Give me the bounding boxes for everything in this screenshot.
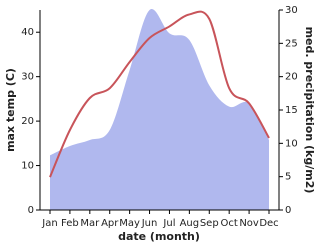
- y-tick-label: 10: [21, 161, 34, 172]
- y2-axis-title: med. precipitation (kg/m2): [303, 27, 316, 194]
- line: [49, 10, 270, 178]
- y2-tick-label: 5: [285, 172, 291, 183]
- x-tick-label: Oct: [221, 218, 238, 229]
- y2-tick-label: 25: [285, 38, 298, 49]
- y-tick-label: 20: [21, 116, 34, 127]
- x-tick-label: Dec: [259, 218, 278, 229]
- y2-tick-label: 30: [285, 5, 298, 16]
- x-axis-title: date (month): [118, 230, 200, 243]
- x-tick-label: Jan: [41, 218, 57, 229]
- x-tick-label: Aug: [180, 218, 200, 229]
- x-tick-label: May: [119, 218, 140, 229]
- x-tick-label: Jul: [162, 218, 175, 229]
- y2-tick-label: 15: [285, 105, 298, 116]
- y-tick-label: 30: [21, 72, 34, 83]
- x-tick-label: Apr: [101, 218, 119, 229]
- x-tick-label: Jun: [141, 218, 158, 229]
- x-tick-label: Sep: [200, 218, 219, 229]
- y2-tick-label: 10: [285, 138, 298, 149]
- area: [50, 9, 269, 210]
- y-tick-label: 0: [28, 205, 34, 216]
- y-tick-label: 40: [21, 27, 34, 38]
- x-tick-label: Feb: [61, 218, 79, 229]
- y-axis-title: max temp (C): [4, 68, 17, 152]
- y2-tick-label: 0: [285, 205, 291, 216]
- x-tick-label: Mar: [80, 218, 100, 229]
- y2-tick-label: 20: [285, 72, 298, 83]
- x-tick-label: Nov: [239, 218, 259, 229]
